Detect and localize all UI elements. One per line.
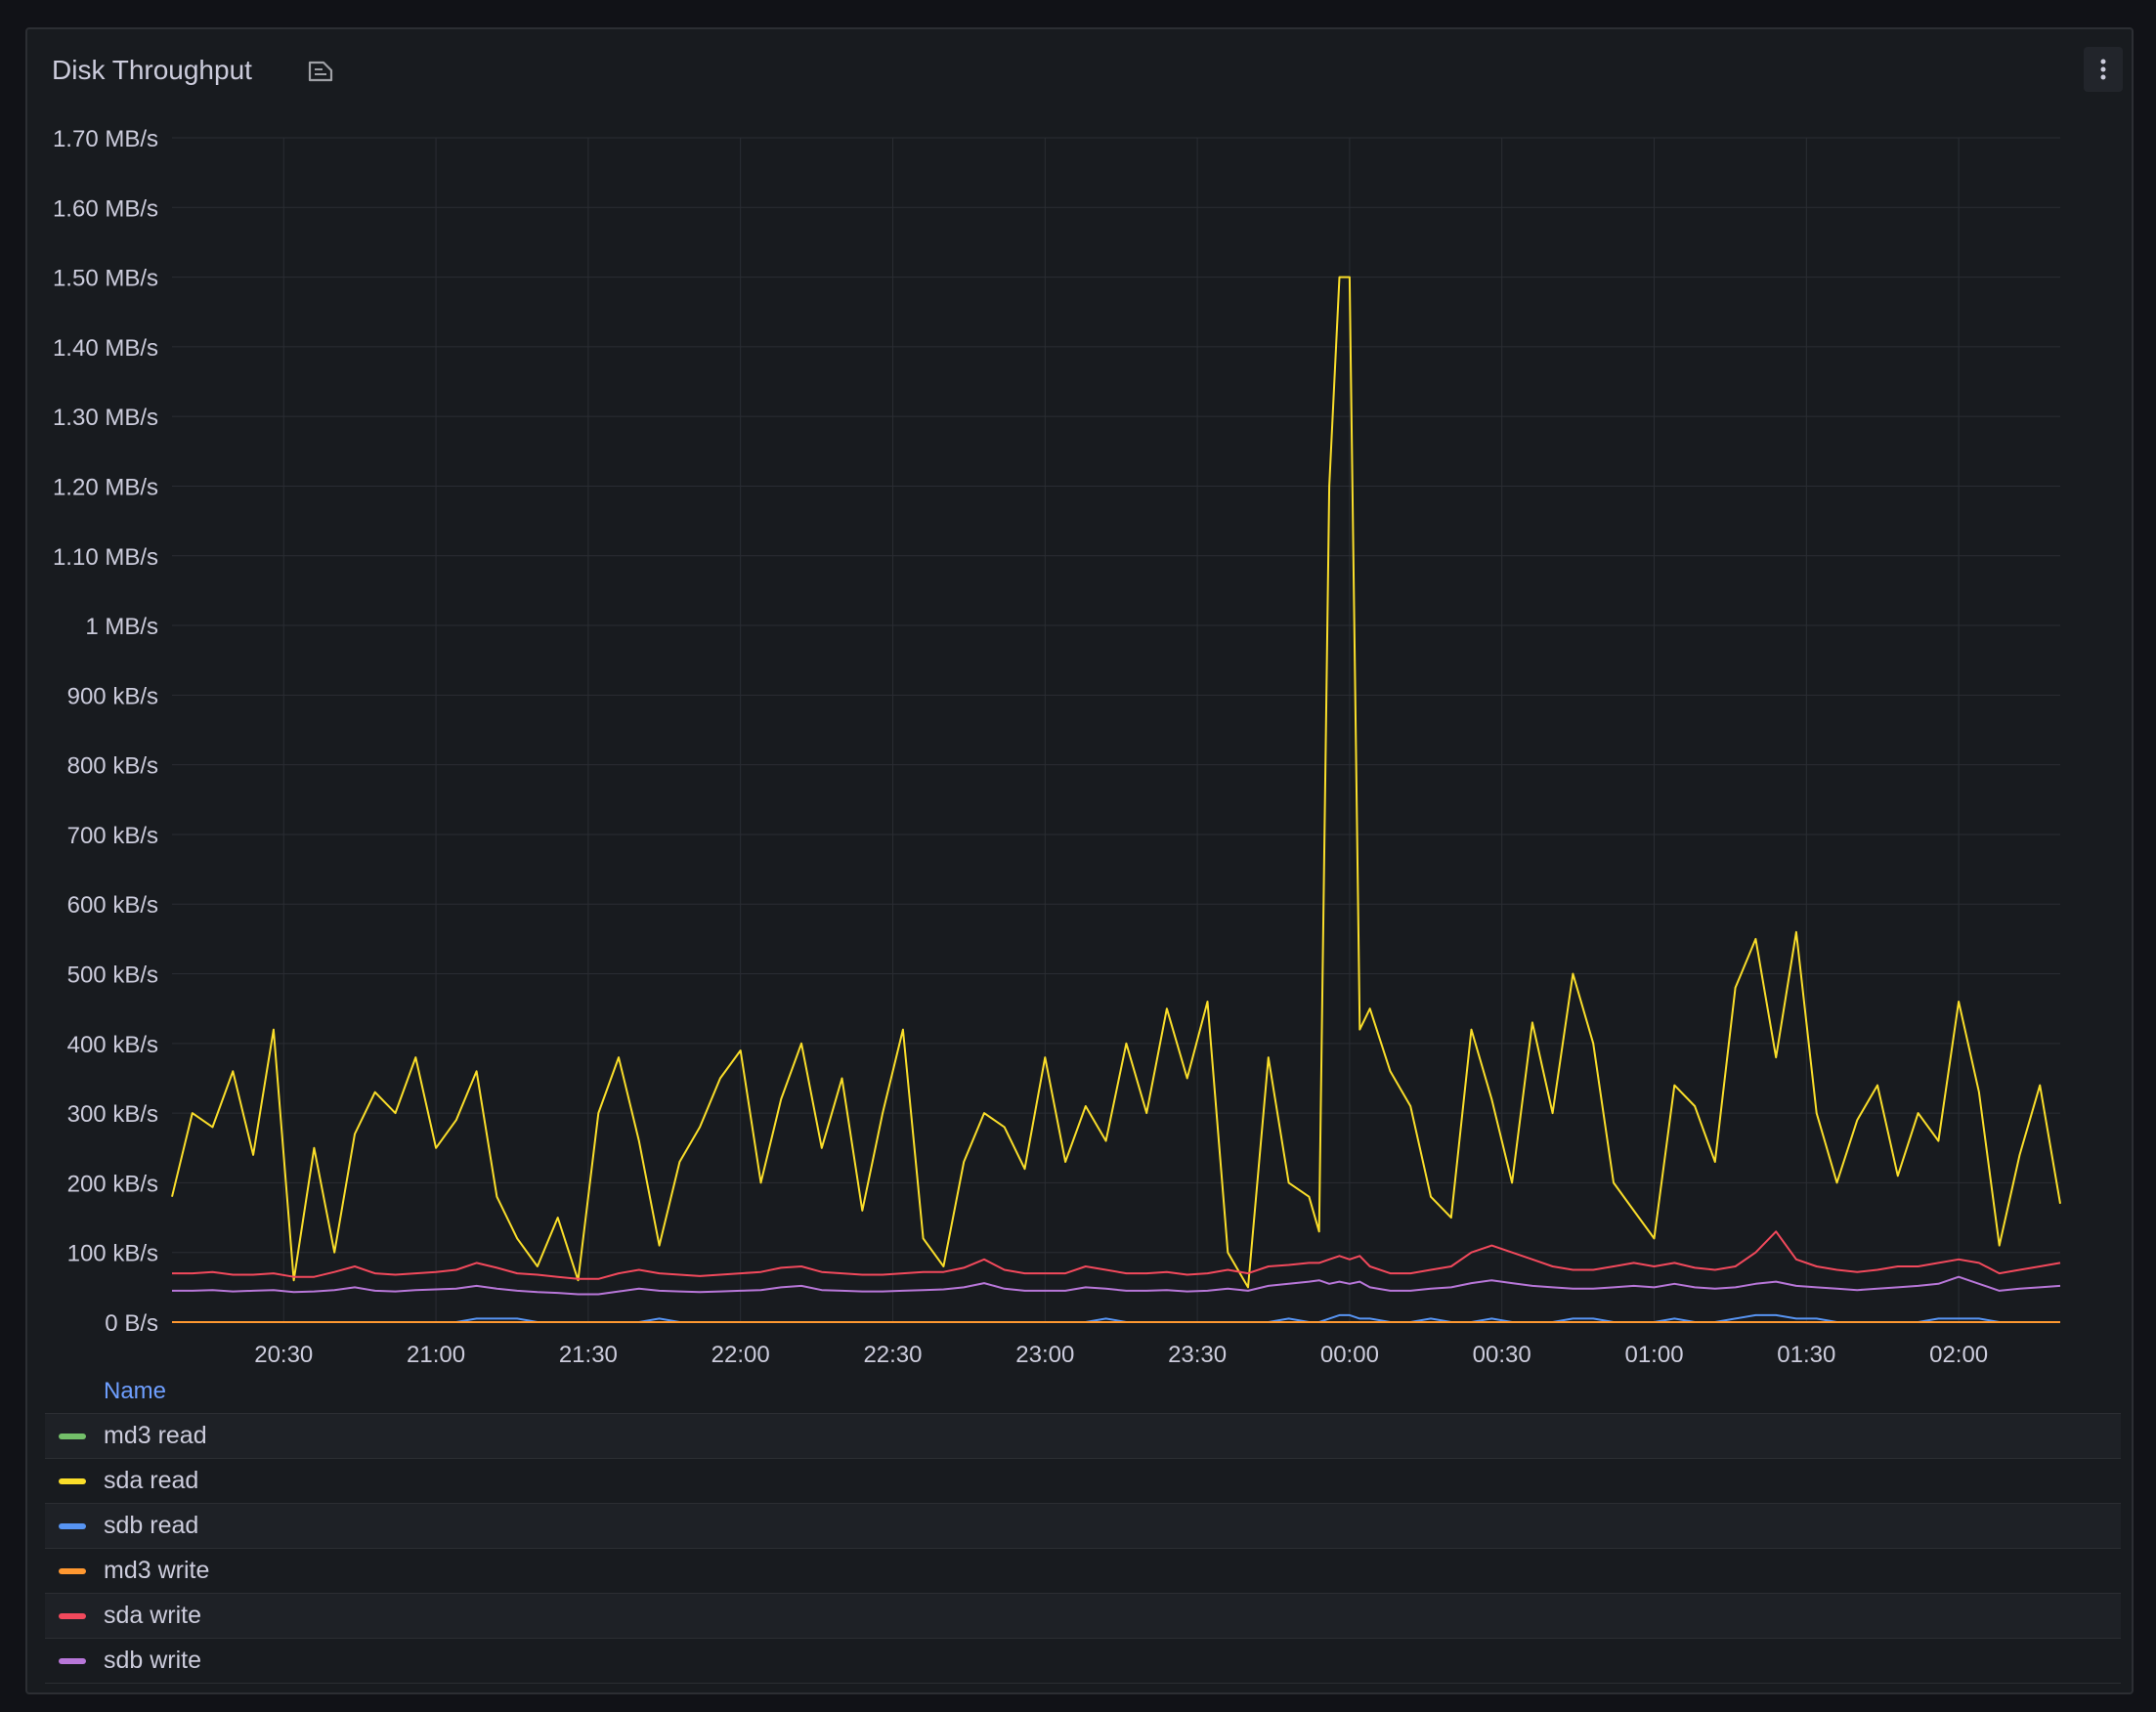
x-tick-label: 00:00 bbox=[1320, 1342, 1379, 1368]
y-tick-label: 1.50 MB/s bbox=[53, 266, 158, 292]
legend-item[interactable]: md3 read bbox=[45, 1414, 2121, 1459]
legend-label: sda write bbox=[104, 1602, 202, 1629]
y-tick-label: 200 kB/s bbox=[67, 1171, 158, 1197]
legend-item[interactable]: sda write bbox=[45, 1594, 2121, 1639]
y-tick-label: 0 B/s bbox=[105, 1310, 158, 1337]
y-tick-label: 1.10 MB/s bbox=[53, 544, 158, 571]
legend-swatch bbox=[59, 1613, 86, 1619]
y-tick-label: 500 kB/s bbox=[67, 963, 158, 989]
timeseries-chart[interactable]: 0 B/s 100 kB/s 200 kB/s 300 kB/s 400 kB/s 500… bbox=[27, 29, 2135, 1368]
series-line-sdb-read bbox=[172, 1313, 2060, 1323]
kebab-menu-icon bbox=[2100, 59, 2106, 80]
x-tick-label: 02:00 bbox=[1929, 1342, 1988, 1368]
series-line-sda-read bbox=[171, 276, 2061, 1289]
series-line-sdb-write bbox=[172, 1275, 2061, 1296]
y-tick-label: 100 kB/s bbox=[67, 1241, 158, 1267]
legend-item[interactable]: md3 write bbox=[45, 1549, 2121, 1594]
y-tick-label: 1.20 MB/s bbox=[53, 474, 158, 500]
x-tick-label: 22:00 bbox=[711, 1342, 770, 1368]
description-icon[interactable] bbox=[306, 59, 335, 84]
x-tick-label: 23:00 bbox=[1015, 1342, 1074, 1368]
legend-swatch bbox=[59, 1478, 86, 1484]
legend-swatch bbox=[59, 1658, 86, 1664]
series-line-sda-write bbox=[172, 1230, 2061, 1280]
x-tick-label: 01:30 bbox=[1777, 1342, 1835, 1368]
legend-swatch bbox=[59, 1568, 86, 1574]
legend-label: sdb write bbox=[104, 1647, 202, 1674]
panel-menu-button[interactable] bbox=[2084, 47, 2123, 92]
legend-label: md3 read bbox=[104, 1422, 207, 1449]
y-tick-label: 1.60 MB/s bbox=[53, 195, 158, 222]
y-tick-label: 1.40 MB/s bbox=[53, 335, 158, 362]
legend-table: Name md3 read sda read sdb read md3 write sd… bbox=[45, 1370, 2121, 1684]
y-tick-label: 400 kB/s bbox=[67, 1032, 158, 1058]
legend-item[interactable]: sdb write bbox=[45, 1639, 2121, 1684]
legend-header-name[interactable]: Name bbox=[45, 1370, 2121, 1414]
panel-title: Disk Throughput bbox=[52, 55, 252, 85]
legend-label: md3 write bbox=[104, 1557, 210, 1584]
x-tick-label: 22:30 bbox=[863, 1342, 922, 1368]
x-tick-label: 21:00 bbox=[407, 1342, 465, 1368]
y-tick-label: 1 MB/s bbox=[85, 614, 158, 640]
y-tick-label: 1.70 MB/s bbox=[53, 126, 158, 152]
disk-throughput-panel: Disk Throughput 0 B/s 100 kB/s 200 kB/s 300… bbox=[25, 27, 2134, 1694]
legend-swatch bbox=[59, 1523, 86, 1529]
y-tick-label: 600 kB/s bbox=[67, 892, 158, 919]
y-tick-label: 300 kB/s bbox=[67, 1101, 158, 1128]
y-tick-label: 800 kB/s bbox=[67, 753, 158, 780]
x-tick-label: 23:30 bbox=[1168, 1342, 1227, 1368]
legend-item[interactable]: sdb read bbox=[45, 1504, 2121, 1549]
x-tick-label: 21:30 bbox=[559, 1342, 618, 1368]
x-tick-label: 00:30 bbox=[1473, 1342, 1531, 1368]
y-tick-label: 700 kB/s bbox=[67, 823, 158, 849]
legend-item[interactable]: sda read bbox=[45, 1459, 2121, 1504]
legend-label: sda read bbox=[104, 1467, 199, 1494]
legend-label: sdb read bbox=[104, 1512, 199, 1539]
legend-swatch bbox=[59, 1434, 86, 1439]
y-tick-label: 900 kB/s bbox=[67, 683, 158, 709]
x-tick-label: 20:30 bbox=[254, 1342, 313, 1368]
y-tick-label: 1.30 MB/s bbox=[53, 405, 158, 431]
x-tick-label: 01:00 bbox=[1624, 1342, 1683, 1368]
